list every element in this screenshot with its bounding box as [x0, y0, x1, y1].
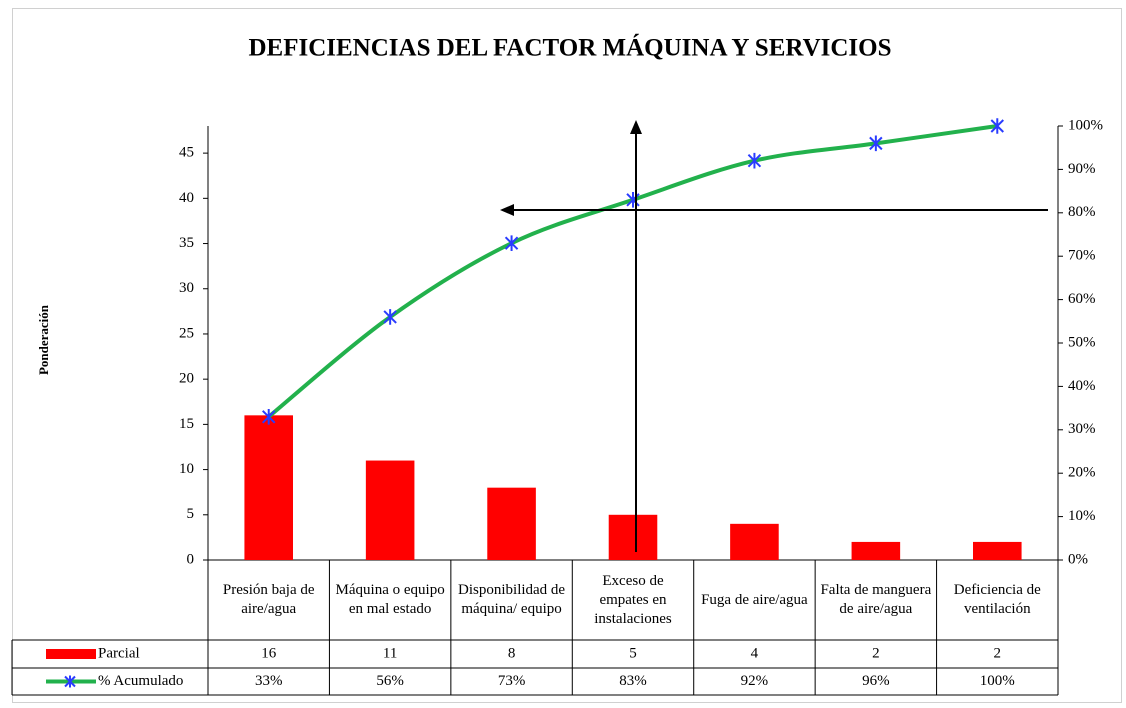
category-label: Falta de manguera de aire/agua [820, 582, 932, 617]
cumulative-line [267, 124, 998, 419]
y2-tick-label: 20% [1068, 465, 1096, 481]
arrow-head [500, 204, 514, 216]
y-tick-label: 30 [179, 280, 194, 296]
table-value: 96% [862, 673, 890, 689]
y-tick-label: 45 [179, 145, 194, 161]
bar [851, 541, 901, 560]
table-value: 92% [741, 673, 769, 689]
legend-label: Parcial [98, 645, 140, 661]
y-tick-label: 0 [187, 551, 195, 567]
y2-tick-label: 90% [1068, 161, 1096, 177]
marker [383, 309, 397, 325]
marker [262, 408, 276, 425]
y2-tick-label: 40% [1068, 378, 1096, 394]
table-value: 2 [872, 645, 880, 661]
category-label: Disponibilidad de máquina/ equipo [458, 582, 566, 617]
y2-tick-label: 80% [1068, 204, 1096, 220]
bar [973, 541, 1022, 560]
table-value: 5 [629, 645, 637, 661]
y-axis-label: Ponderación [36, 304, 51, 375]
y2-tick-label: 100% [1068, 117, 1103, 133]
bar [730, 523, 779, 560]
y-tick-label: 10 [179, 461, 194, 477]
bar [608, 514, 658, 560]
y2-tick-label: 10% [1068, 508, 1096, 524]
table-value: 83% [619, 673, 647, 689]
legend-label: % Acumulado [98, 673, 183, 689]
table-value: 16 [261, 645, 277, 661]
arrow-head [630, 120, 642, 134]
y2-tick-label: 50% [1068, 334, 1096, 350]
bar [487, 487, 536, 560]
marker [747, 152, 762, 169]
category-label: Exceso de empates en instalaciones [594, 572, 672, 627]
y-tick-label: 5 [187, 506, 195, 522]
marker [869, 135, 883, 152]
y-tick-label: 40 [179, 190, 194, 206]
table-value: 11 [383, 645, 397, 661]
marker [990, 118, 1004, 134]
table-value: 100% [980, 673, 1015, 689]
legend-marker [64, 675, 76, 688]
bar [365, 460, 415, 560]
y-tick-label: 35 [179, 235, 194, 251]
category-label: Presión baja de aire/agua [222, 582, 315, 617]
table-value: 4 [751, 645, 759, 661]
chart-title: DEFICIENCIAS DEL FACTOR MÁQUINA Y SERVIC… [249, 34, 892, 62]
table-value: 33% [255, 673, 283, 689]
y-tick-label: 25 [179, 325, 194, 341]
table-value: 2 [994, 645, 1002, 661]
y2-tick-label: 0% [1068, 551, 1088, 567]
marker [504, 235, 519, 251]
y-tick-label: 20 [179, 371, 194, 387]
y-tick-label: 15 [179, 416, 194, 432]
table-value: 8 [508, 645, 516, 661]
table-value: 56% [376, 673, 404, 689]
y2-tick-label: 60% [1068, 291, 1096, 307]
category-label: Deficiencia de ventilación [953, 582, 1041, 617]
y2-tick-label: 30% [1068, 421, 1096, 437]
y2-tick-label: 70% [1068, 248, 1096, 264]
category-label: Máquina o equipo en mal estado [335, 582, 445, 617]
legend-swatch [46, 649, 96, 659]
category-label: Fuga de aire/agua [701, 591, 808, 608]
chart-border [12, 8, 1122, 703]
bar [244, 415, 293, 560]
table-value: 73% [498, 673, 526, 689]
